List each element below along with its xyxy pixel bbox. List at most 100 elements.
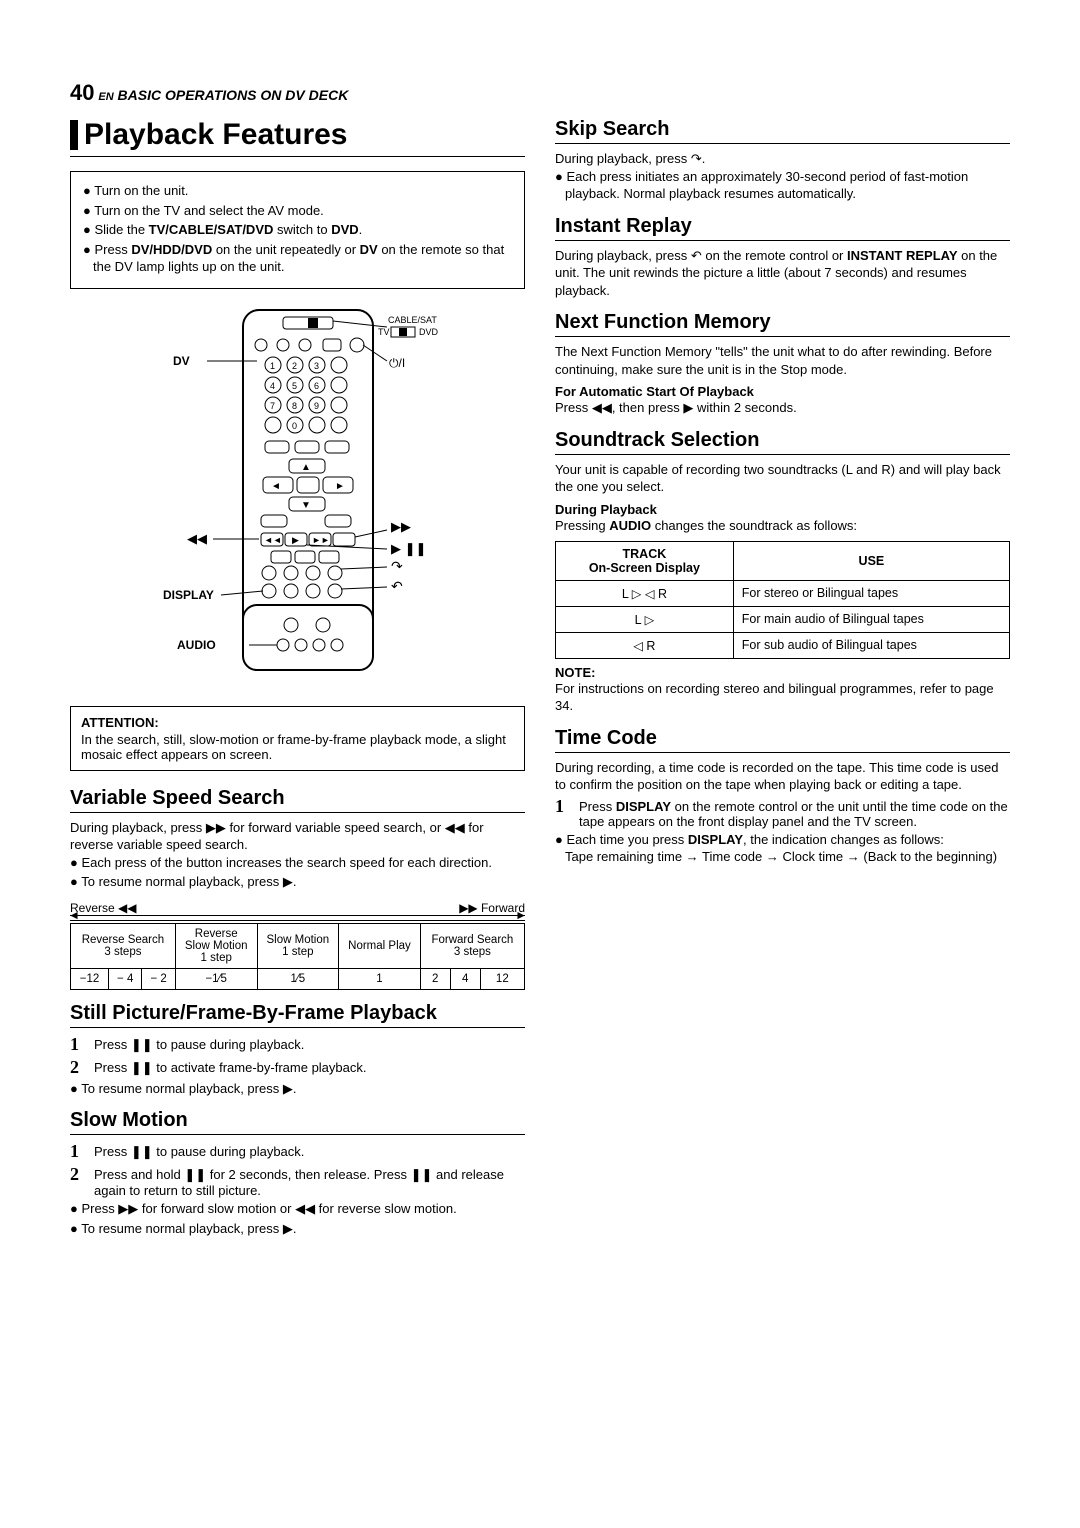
reverse-label: Reverse ◀◀: [70, 901, 136, 915]
section-timecode: Time Code: [555, 727, 1010, 753]
speed-cell: 12: [480, 968, 524, 989]
speed-head: Forward Search3 steps: [420, 923, 524, 968]
body-text: During playback, press ▶▶ for forward va…: [70, 819, 525, 854]
bullet: Each press of the button increases the s…: [70, 854, 525, 872]
attention-text: In the search, still, slow-motion or fra…: [81, 732, 506, 762]
subheading: For Automatic Start Of Playback: [555, 384, 1010, 399]
svg-text:►►: ►►: [312, 535, 330, 545]
bullet: To resume normal playback, press ▶.: [70, 873, 525, 891]
svg-text:4: 4: [270, 381, 275, 391]
step-text: Press and hold ❚❚ for 2 seconds, then re…: [94, 1164, 525, 1198]
setup-box: Turn on the unit. Turn on the TV and sel…: [70, 171, 525, 289]
speed-direction-header: Reverse ◀◀ ▶▶ Forward: [70, 901, 525, 915]
svg-text:◄◄: ◄◄: [264, 535, 282, 545]
step-number: 1: [70, 1141, 88, 1162]
svg-text:CABLE/SAT: CABLE/SAT: [388, 315, 437, 325]
section-slow: Slow Motion: [70, 1109, 525, 1135]
svg-text:⏻/I: ⏻/I: [389, 356, 405, 370]
track-cell: ◁ R: [556, 632, 734, 658]
svg-text:9: 9: [314, 401, 319, 411]
speed-table: Reverse Search3 steps ReverseSlow Motion…: [70, 923, 525, 990]
step-text: Press ❚❚ to activate frame-by-frame play…: [94, 1057, 525, 1078]
track-cell: For sub audio of Bilingual tapes: [733, 632, 1009, 658]
svg-text:◄: ◄: [271, 481, 281, 492]
bullet: Each time you press DISPLAY, the indicat…: [555, 831, 1010, 866]
speed-arrow-bar: [70, 915, 525, 921]
step-text: Press DISPLAY on the remote control or t…: [579, 796, 1010, 829]
setup-item: Press DV/HDD/DVD on the unit repeatedly …: [83, 241, 512, 276]
attention-heading: ATTENTION:: [81, 715, 514, 730]
section-next-func: Next Function Memory: [555, 311, 1010, 337]
track-cell: L ▷ ◁ R: [556, 580, 734, 606]
page-lang: EN: [98, 91, 113, 103]
attention-box: ATTENTION: In the search, still, slow-mo…: [70, 706, 525, 771]
page-header: 40 EN BASIC OPERATIONS ON DV DECK: [70, 80, 1010, 106]
svg-text:►: ►: [335, 481, 345, 492]
svg-text:▼: ▼: [301, 500, 311, 511]
remote-svg: CABLE/SAT TV DVD DV ⏻/I: [143, 305, 453, 685]
speed-head: Reverse Search3 steps: [71, 923, 176, 968]
setup-item: Slide the TV/CABLE/SAT/DVD switch to DVD…: [83, 221, 512, 239]
body-text: The Next Function Memory "tells" the uni…: [555, 343, 1010, 378]
page-title: Playback Features: [70, 118, 525, 157]
svg-text:DV: DV: [173, 354, 190, 368]
track-cell: L ▷: [556, 606, 734, 632]
svg-text:↶: ↶: [391, 578, 403, 594]
speed-cell: − 4: [109, 968, 142, 989]
svg-text:DVD: DVD: [419, 327, 439, 337]
speed-head: Slow Motion1 step: [257, 923, 339, 968]
bullet: To resume normal playback, press ▶.: [70, 1080, 525, 1098]
track-head: USE: [733, 541, 1009, 580]
step-text: Press ❚❚ to pause during playback.: [94, 1034, 525, 1055]
svg-text:TV: TV: [378, 327, 390, 337]
svg-text:3: 3: [314, 361, 319, 371]
svg-text:▶: ▶: [292, 535, 299, 545]
svg-text:▶▶: ▶▶: [391, 519, 411, 534]
body-text: During playback, press ↶ on the remote c…: [555, 247, 1010, 300]
svg-text:1: 1: [270, 361, 275, 371]
chapter-title: BASIC OPERATIONS ON DV DECK: [118, 87, 349, 103]
speed-head: ReverseSlow Motion1 step: [175, 923, 257, 968]
svg-text:DISPLAY: DISPLAY: [163, 588, 214, 602]
svg-text:◀◀: ◀◀: [187, 531, 207, 546]
svg-text:8: 8: [292, 401, 297, 411]
subheading: During Playback: [555, 502, 1010, 517]
step-number: 1: [70, 1034, 88, 1055]
body-text: During playback, press ↷.: [555, 150, 1010, 168]
section-soundtrack: Soundtrack Selection: [555, 429, 1010, 455]
track-head: TRACKOn-Screen Display: [556, 541, 734, 580]
track-table: TRACKOn-Screen Display USE L ▷ ◁ RFor st…: [555, 541, 1010, 659]
body-text: Pressing AUDIO changes the soundtrack as…: [555, 517, 1010, 535]
setup-item: Turn on the unit.: [83, 182, 512, 200]
remote-illustration: CABLE/SAT TV DVD DV ⏻/I: [70, 305, 525, 688]
speed-cell: 4: [450, 968, 480, 989]
step-number: 2: [70, 1164, 88, 1198]
svg-text:▲: ▲: [301, 462, 311, 473]
section-variable-speed: Variable Speed Search: [70, 787, 525, 813]
speed-cell: 1⁄5: [257, 968, 339, 989]
section-still: Still Picture/Frame-By-Frame Playback: [70, 1002, 525, 1028]
bullet: Each press initiates an approximately 30…: [555, 168, 1010, 203]
setup-item: Turn on the TV and select the AV mode.: [83, 202, 512, 220]
note-heading: NOTE:: [555, 665, 1010, 680]
step-number: 1: [555, 796, 573, 829]
body-text: Press ◀◀, then press ▶ within 2 seconds.: [555, 399, 1010, 417]
speed-cell: −12: [71, 968, 109, 989]
body-text: Your unit is capable of recording two so…: [555, 461, 1010, 496]
track-cell: For stereo or Bilingual tapes: [733, 580, 1009, 606]
svg-text:2: 2: [292, 361, 297, 371]
bullet: To resume normal playback, press ▶.: [70, 1220, 525, 1238]
svg-text:7: 7: [270, 401, 275, 411]
svg-text:0: 0: [292, 421, 297, 431]
svg-text:6: 6: [314, 381, 319, 391]
svg-text:AUDIO: AUDIO: [177, 638, 216, 652]
note-text: For instructions on recording stereo and…: [555, 680, 1010, 715]
page-number: 40: [70, 80, 94, 105]
svg-text:5: 5: [292, 381, 297, 391]
speed-cell: 1: [339, 968, 421, 989]
svg-text:↷: ↷: [391, 558, 403, 574]
bullet: Press ▶▶ for forward slow motion or ◀◀ f…: [70, 1200, 525, 1218]
svg-text:▶ ❚❚: ▶ ❚❚: [391, 541, 426, 557]
track-cell: For main audio of Bilingual tapes: [733, 606, 1009, 632]
section-skip: Skip Search: [555, 118, 1010, 144]
